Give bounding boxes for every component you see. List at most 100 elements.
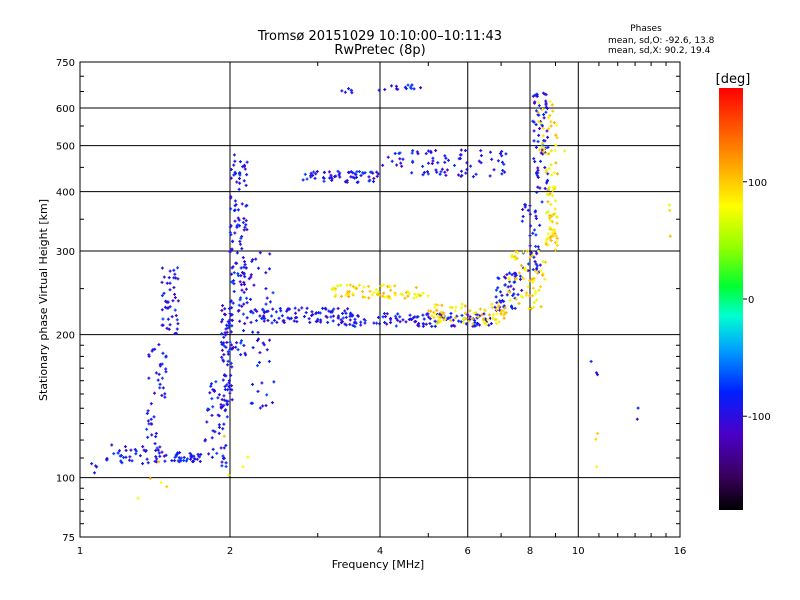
data-point bbox=[257, 360, 261, 364]
data-point bbox=[534, 233, 538, 237]
data-point bbox=[459, 148, 463, 152]
data-point bbox=[484, 322, 488, 326]
data-point bbox=[145, 457, 149, 461]
data-point bbox=[236, 208, 240, 212]
data-point bbox=[362, 285, 366, 289]
data-point bbox=[445, 168, 449, 172]
data-point bbox=[376, 315, 380, 319]
data-point bbox=[555, 243, 559, 247]
data-point bbox=[553, 229, 557, 233]
data-point bbox=[145, 427, 149, 431]
data-point bbox=[216, 413, 220, 417]
data-point bbox=[231, 301, 235, 305]
data-point bbox=[251, 382, 255, 386]
data-point bbox=[548, 225, 552, 229]
data-point bbox=[439, 170, 443, 174]
data-point bbox=[428, 321, 432, 325]
data-point bbox=[544, 238, 548, 242]
data-point bbox=[242, 290, 246, 294]
data-point bbox=[230, 280, 234, 284]
data-point bbox=[361, 295, 365, 299]
data-point bbox=[341, 316, 345, 320]
colorbar-gradient bbox=[719, 88, 743, 510]
data-point bbox=[393, 151, 397, 155]
data-point bbox=[240, 247, 244, 251]
data-point bbox=[172, 268, 176, 272]
data-point bbox=[244, 287, 248, 291]
data-point bbox=[535, 252, 539, 256]
data-point bbox=[188, 451, 192, 455]
x-tick-label: 10 bbox=[572, 546, 585, 557]
data-point bbox=[545, 179, 549, 183]
data-point bbox=[541, 150, 545, 154]
data-point bbox=[550, 231, 554, 235]
data-point bbox=[536, 140, 540, 144]
data-point bbox=[168, 281, 172, 285]
data-point bbox=[333, 294, 337, 298]
data-point bbox=[255, 309, 259, 313]
data-point bbox=[594, 437, 598, 441]
data-point bbox=[370, 293, 374, 297]
data-point bbox=[146, 461, 150, 465]
data-point bbox=[412, 87, 416, 91]
data-point bbox=[410, 151, 414, 155]
data-point bbox=[222, 335, 226, 339]
data-point bbox=[430, 324, 434, 328]
data-point bbox=[242, 272, 246, 276]
data-point bbox=[223, 384, 227, 388]
data-point bbox=[531, 294, 535, 298]
data-point bbox=[226, 350, 230, 354]
data-point bbox=[513, 274, 517, 278]
data-point bbox=[344, 293, 348, 297]
data-point bbox=[336, 306, 340, 310]
data-point bbox=[410, 83, 414, 87]
data-point bbox=[242, 329, 246, 333]
data-point bbox=[252, 283, 256, 287]
data-point bbox=[150, 349, 154, 353]
data-point bbox=[222, 422, 226, 426]
data-point bbox=[412, 296, 416, 300]
data-point bbox=[479, 154, 483, 158]
data-point bbox=[376, 172, 380, 176]
data-point bbox=[229, 384, 233, 388]
data-point bbox=[225, 415, 229, 419]
data-point bbox=[239, 341, 243, 345]
data-point bbox=[264, 287, 268, 291]
data-point bbox=[363, 321, 367, 325]
data-point bbox=[238, 160, 242, 164]
data-point bbox=[422, 170, 426, 174]
data-point bbox=[667, 203, 671, 207]
data-point bbox=[241, 465, 245, 469]
data-point bbox=[286, 316, 290, 320]
data-point bbox=[500, 160, 504, 164]
data-point bbox=[554, 234, 558, 238]
colorbar: [deg] 100 0 -100 bbox=[716, 72, 771, 510]
data-point bbox=[305, 177, 309, 181]
data-point bbox=[530, 253, 534, 257]
data-point bbox=[238, 181, 242, 185]
data-point bbox=[243, 260, 247, 264]
data-point bbox=[323, 306, 327, 310]
data-point bbox=[514, 297, 518, 301]
data-point bbox=[541, 107, 545, 111]
data-point bbox=[321, 176, 325, 180]
data-point bbox=[398, 320, 402, 324]
data-point bbox=[332, 307, 336, 311]
data-point bbox=[236, 216, 240, 220]
data-point bbox=[416, 323, 420, 327]
data-point bbox=[161, 323, 165, 327]
data-point bbox=[501, 168, 505, 172]
data-point bbox=[424, 322, 428, 326]
data-point bbox=[450, 324, 454, 328]
data-point bbox=[383, 321, 387, 325]
data-point bbox=[233, 219, 237, 223]
data-point bbox=[430, 162, 434, 166]
data-point bbox=[449, 319, 453, 323]
data-point bbox=[159, 481, 163, 485]
x-tick-label: 4 bbox=[377, 546, 383, 557]
data-point bbox=[222, 344, 226, 348]
data-point bbox=[245, 228, 249, 232]
data-point bbox=[211, 388, 215, 392]
data-point bbox=[256, 389, 260, 393]
